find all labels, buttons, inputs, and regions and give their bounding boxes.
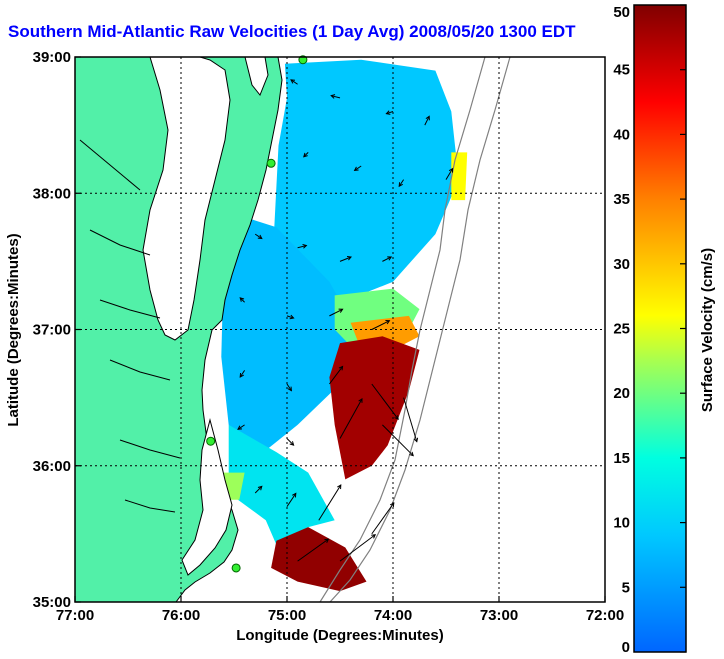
- colorbar-tick-label: 15: [613, 450, 630, 467]
- velocity-region-east-edge: [451, 152, 468, 201]
- grid: [75, 57, 605, 602]
- velocity-arrow: [286, 492, 297, 507]
- y-tick-label: 35:00: [33, 594, 71, 611]
- colorbar-tick-label: 5: [622, 579, 630, 596]
- velocity-region-gulfstream-core: [329, 336, 420, 480]
- y-axis-ticks: 35:00 36:00 37:00 38:00 39:00: [33, 49, 81, 611]
- bathymetry-contour: [319, 57, 486, 602]
- velocity-field: [221, 59, 468, 592]
- pamlico-sound: [181, 418, 233, 576]
- colorbar-tick-label: 40: [613, 126, 630, 143]
- velocity-arrow: [382, 256, 393, 262]
- velocity-arrow: [330, 94, 341, 99]
- colorbar-tick-label: 25: [613, 321, 630, 338]
- velocity-region-gulfstream-south: [271, 527, 367, 592]
- velocity-arrow: [371, 502, 395, 535]
- colorbar-tick-label: 30: [613, 256, 630, 273]
- x-axis-label: Longitude (Degrees:Minutes): [236, 627, 444, 644]
- velocity-arrow: [382, 424, 414, 457]
- colorbar-tick-label: 50: [613, 4, 630, 21]
- velocity-arrow: [286, 383, 292, 392]
- x-axis-ticks: 77:00 76:00 75:00 74:00 73:00 72:00: [56, 596, 624, 624]
- x-tick-label: 75:00: [268, 607, 306, 624]
- colorbar-tick-label: 10: [613, 515, 630, 532]
- velocity-arrow: [398, 179, 405, 188]
- velocity-arrow: [254, 233, 263, 240]
- y-tick-label: 37:00: [33, 322, 71, 339]
- velocity-arrow: [303, 152, 309, 158]
- velocity-arrow: [329, 308, 344, 317]
- velocity-arrow: [286, 314, 295, 320]
- velocity-arrow: [403, 397, 419, 443]
- velocity-arrow: [328, 365, 344, 385]
- x-tick-label: 73:00: [480, 607, 518, 624]
- velocity-arrow: [239, 370, 246, 378]
- x-tick-label: 76:00: [162, 607, 200, 624]
- velocity-arrow: [445, 167, 454, 180]
- bathymetry-contour: [329, 57, 511, 602]
- velocity-arrow: [339, 397, 363, 439]
- station-marker: [231, 563, 241, 573]
- chesapeake-bay: [142, 57, 231, 341]
- velocity-arrow: [286, 438, 295, 446]
- velocity-arrow: [339, 256, 352, 262]
- velocity-arrow: [290, 79, 298, 85]
- colorbar-tick-label: 0: [622, 639, 630, 656]
- colorbar-ticks: 0 5 10 15 20 25 30 35 40 45 50: [613, 4, 686, 656]
- colorbar: [633, 4, 687, 653]
- velocity-arrow: [424, 115, 430, 126]
- map-title: Southern Mid-Atlantic Raw Velocities (1 …: [8, 22, 576, 41]
- velocity-region-south-shelf: [228, 424, 335, 545]
- x-tick-label: 74:00: [374, 607, 412, 624]
- velocity-arrow: [371, 320, 391, 330]
- velocity-arrow: [339, 534, 377, 562]
- river-inlet: [79, 139, 181, 513]
- velocity-region-offshore-north: [274, 59, 459, 306]
- colorbar-tick-label: 45: [613, 62, 630, 79]
- velocity-arrow: [385, 110, 394, 115]
- velocity-region-nearshore-central: [221, 213, 356, 459]
- delaware-bay: [244, 57, 269, 96]
- x-tick-label: 72:00: [586, 607, 624, 624]
- station-marker: [266, 158, 276, 168]
- velocity-arrow: [297, 244, 308, 249]
- velocity-arrow: [318, 484, 342, 521]
- velocity-arrow: [371, 383, 399, 421]
- velocity-arrow: [297, 538, 330, 562]
- velocity-arrows: [237, 79, 454, 562]
- velocity-arrow: [239, 297, 245, 303]
- colorbar-label: Surface Velocity (cm/s): [699, 248, 716, 412]
- x-tick-label: 77:00: [56, 607, 94, 624]
- y-tick-label: 39:00: [33, 49, 71, 66]
- y-axis-label: Latitude (Degrees:Minutes): [5, 233, 22, 426]
- velocity-arrow: [237, 424, 245, 430]
- station-marker: [206, 436, 216, 446]
- y-tick-label: 38:00: [33, 185, 71, 202]
- velocity-arrow: [254, 485, 263, 494]
- y-tick-label: 36:00: [33, 458, 71, 475]
- colorbar-tick-label: 20: [613, 385, 630, 402]
- colorbar-tick-label: 35: [613, 191, 630, 208]
- velocity-arrow: [353, 165, 362, 171]
